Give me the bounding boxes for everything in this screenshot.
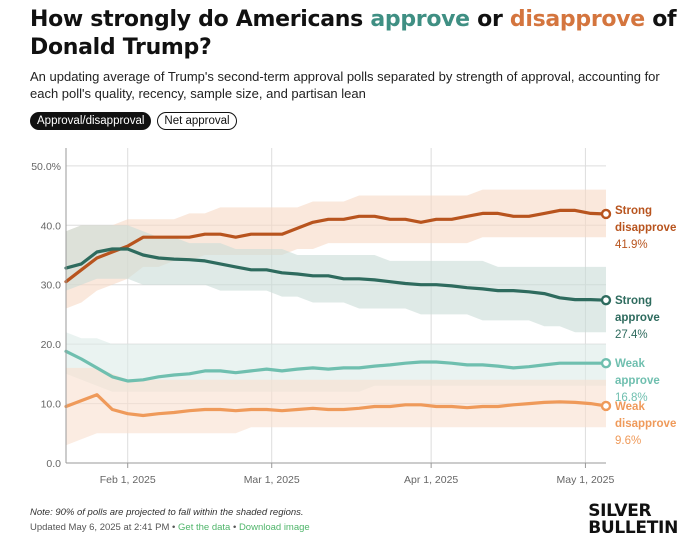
strong-approve-end-marker [600,294,612,306]
weak-disapprove-value: 9.6% [615,435,641,447]
x-tick-label: May 1, 2025 [557,474,615,486]
y-tick-label: 10.0 [41,399,62,411]
y-tick-label: 0.0 [46,458,61,470]
weak-approve-value: 16.8% [615,392,648,404]
footnote: Note: 90% of polls are projected to fall… [30,507,304,518]
separator: • [230,522,239,533]
weak-disapprove-line [64,393,608,418]
download-image-link[interactable]: Download image [238,522,310,533]
weak-approve-end-marker [600,357,612,369]
band-layer [66,189,606,446]
approval-chart: 0.0 10.0 20.0 30.0 40.0 50.0% Feb 1, 2025 Mar 1… [31,148,676,486]
updated-line: Updated May 6, 2025 at 2:41 PM • Get the… [30,522,310,533]
strong-approve-label-line-2: approve [615,312,660,324]
strong-disapprove-label-line-2: disapprove [615,222,676,234]
separator: • [169,522,179,533]
chart-title: How strongly do Americans approve or dis… [30,6,690,62]
weak-approve-line [64,349,608,383]
title-disapprove: disapprove [509,7,645,32]
y-tick-label: 20.0 [41,339,62,351]
logo-line-1: SILVER [588,501,652,521]
x-tick-label: Apr 1, 2025 [404,474,458,486]
strong-approve-value: 27.4% [615,329,648,341]
weak-disapprove-label-line-2: disapprove [615,418,676,430]
y-tick-label: 50.0% [31,161,61,173]
title-part1: How strongly do Americans [30,7,371,32]
silver-bulletin-logo: SILVER BULLETIN [588,503,678,537]
weak-approve-label-line-1: Weak [615,358,645,370]
get-data-link[interactable]: Get the data [178,522,231,533]
axis-layer: 0.0 10.0 20.0 30.0 40.0 50.0% Feb 1, 2025 Mar 1… [31,148,614,486]
strong-disapprove-line [64,208,608,284]
weak-approve-label-line-2: approve [615,375,660,387]
title-approve: approve [370,7,470,32]
strong-disapprove-label-line-1: Strong [615,205,652,217]
y-tick-label: 40.0 [41,220,62,232]
approval-disapproval-toggle[interactable]: Approval/disapproval [30,112,152,130]
line-layer [64,208,612,418]
x-tick-label: Mar 1, 2025 [244,474,300,486]
logo-line-2: BULLETIN [588,518,678,538]
strong-disapprove-value: 41.9% [615,239,648,251]
net-approval-toggle[interactable]: Net approval [157,112,237,130]
updated-timestamp: Updated May 6, 2025 at 2:41 PM [30,522,170,533]
strong-disapprove-band [66,189,606,309]
weak-disapprove-end-marker [600,400,612,412]
label-layer: Strong disapprove 41.9% Strong approve 27.4% W… [615,205,676,447]
weak-approve-band [66,332,606,392]
x-tick-label: Feb 1, 2025 [100,474,156,486]
strong-approve-label-line-1: Strong [615,295,652,307]
chart-subtitle: An updating average of Trump's second-te… [30,69,660,101]
weak-disapprove-band [66,367,606,446]
y-tick-label: 30.0 [41,280,62,292]
weak-disapprove-label-line-1: Weak [615,401,645,413]
title-part3: of Donald Trump? [30,7,677,60]
title-part2: or [469,7,510,32]
strong-approve-line [64,247,608,302]
strong-disapprove-end-marker [600,208,612,220]
view-toggle-group: Approval/disapproval Net approval [30,112,237,130]
